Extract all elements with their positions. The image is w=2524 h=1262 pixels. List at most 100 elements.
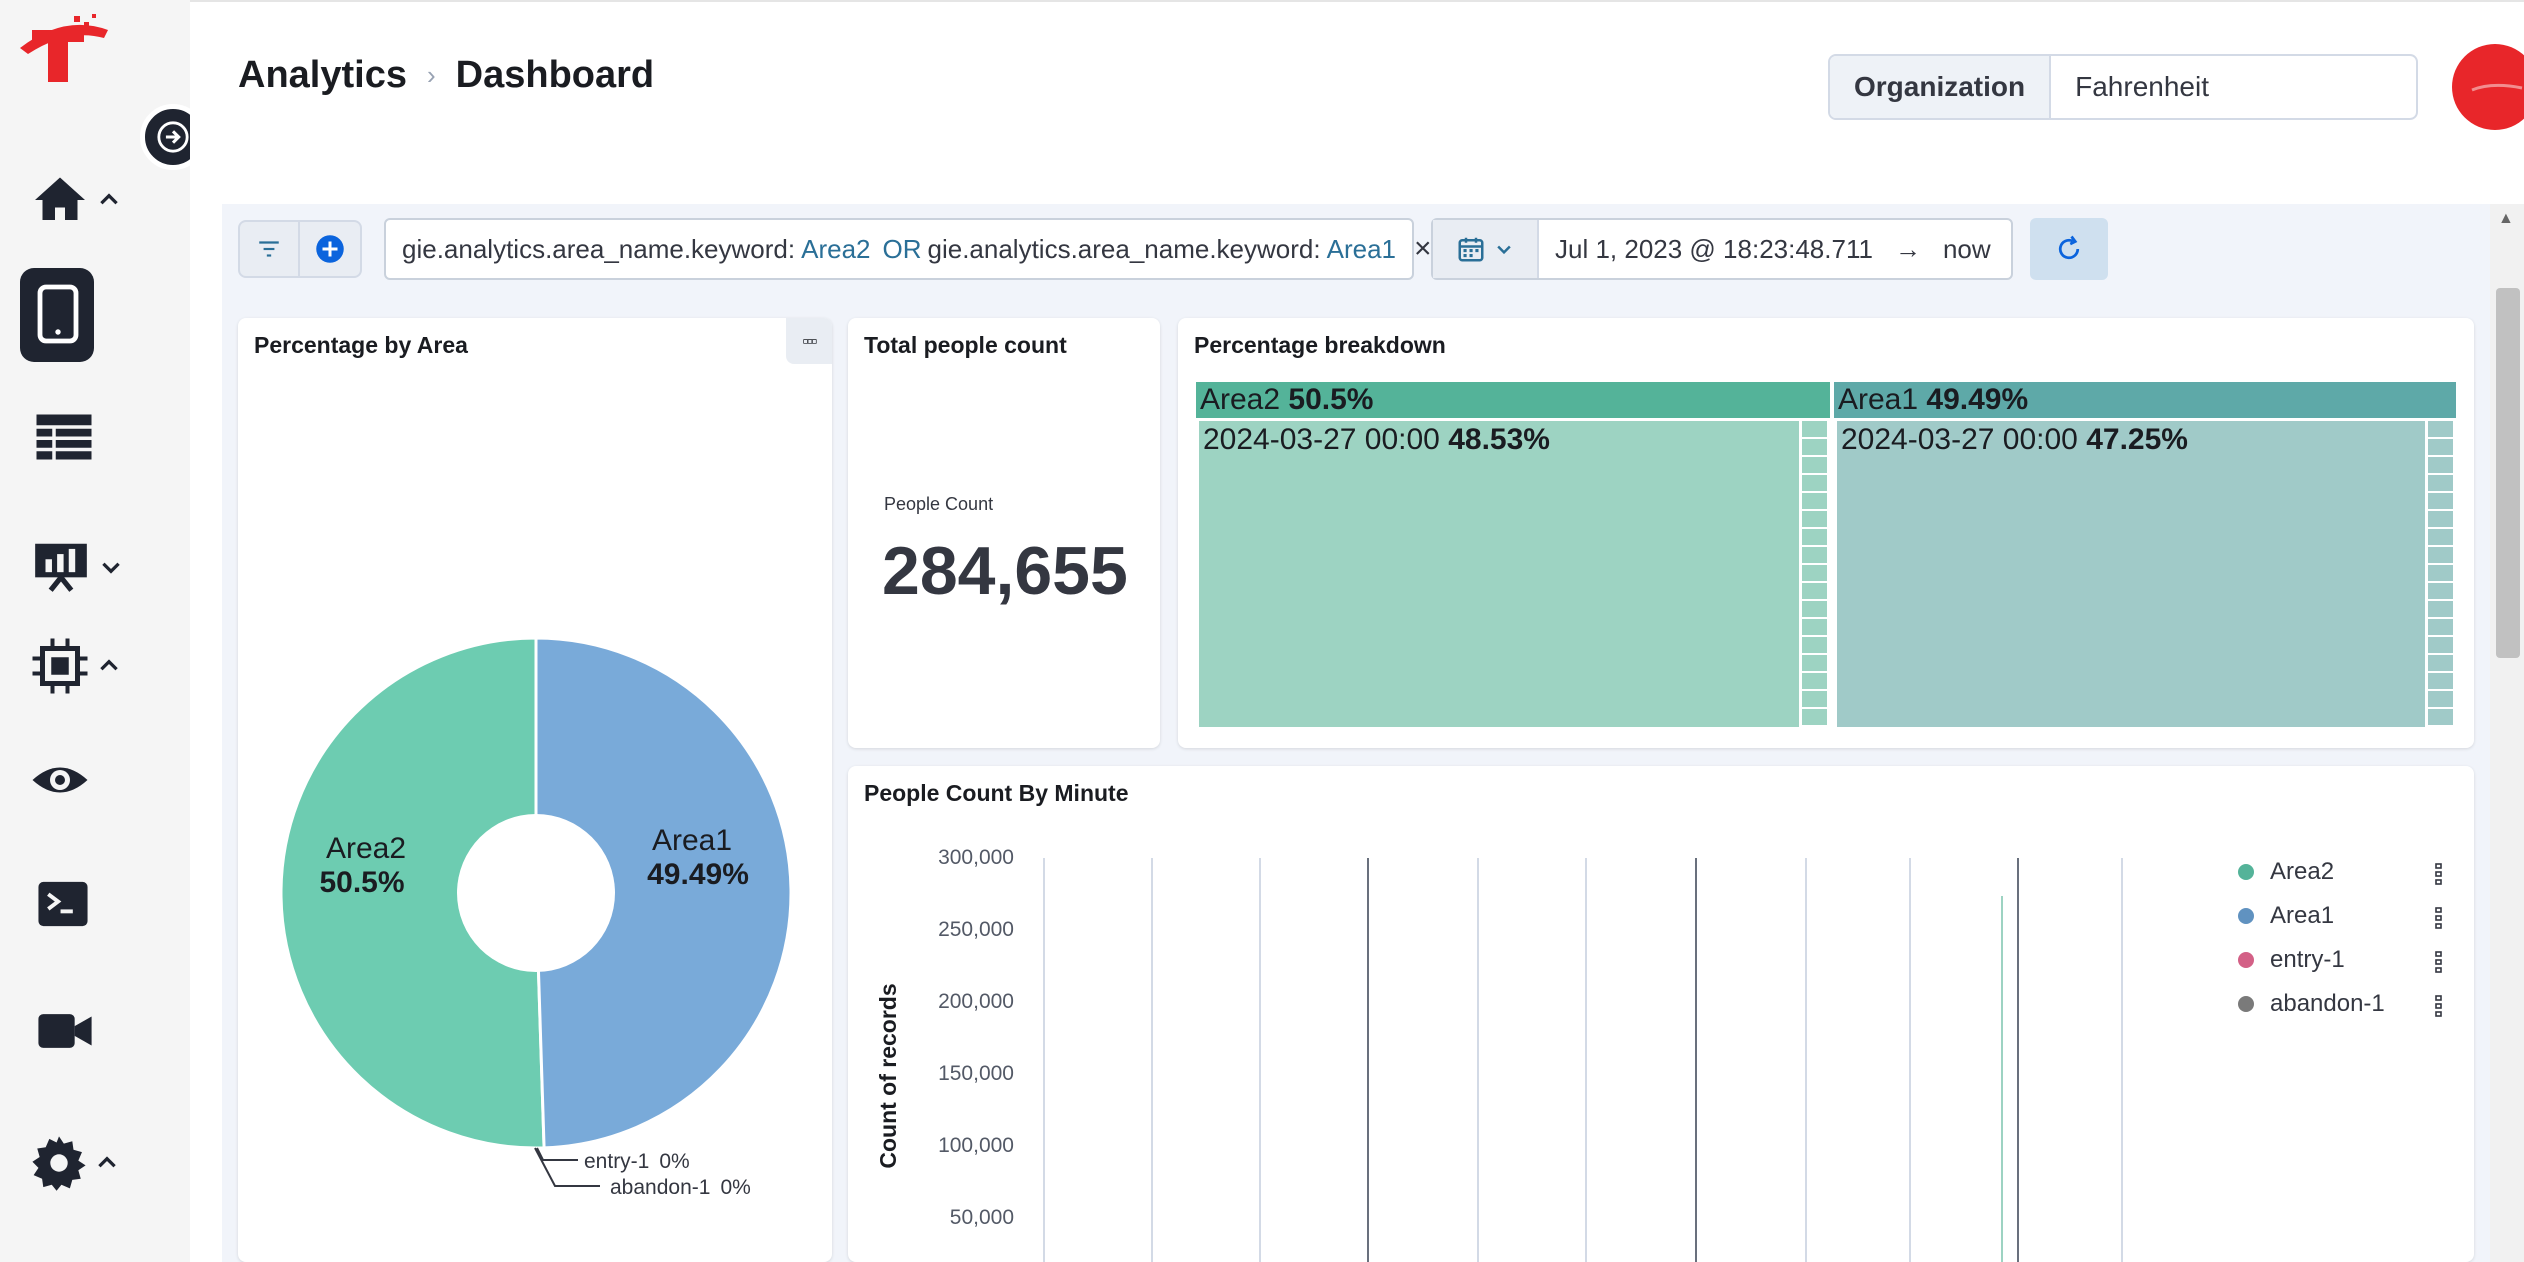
query-field-2: gie.analytics.area_name.keyword: bbox=[927, 233, 1321, 264]
slice-label-area1: Area1 bbox=[652, 824, 732, 857]
date-arrow-icon: → bbox=[1894, 233, 1921, 264]
slice-pct-area2: 50.5% bbox=[319, 866, 404, 899]
chevron-down-icon bbox=[102, 562, 120, 574]
chip-icon bbox=[32, 638, 88, 694]
treemap-cell-area1[interactable]: 2024-03-27 00:00 47.25% bbox=[1837, 421, 2425, 727]
legend-dot-icon bbox=[2238, 908, 2254, 924]
nav-settings[interactable] bbox=[30, 1134, 120, 1192]
filter-controls bbox=[238, 218, 362, 280]
panel-title: Total people count bbox=[864, 332, 1067, 358]
nav-console[interactable] bbox=[36, 878, 90, 930]
treemap-area1-body: 2024-03-27 00:00 47.25% bbox=[1834, 418, 2456, 730]
panel-title: Percentage breakdown bbox=[1194, 332, 1446, 358]
treemap-area2-body: 2024-03-27 00:00 48.53% bbox=[1196, 418, 1830, 730]
filter-options-button[interactable] bbox=[238, 220, 300, 278]
query-value-1: Area2 bbox=[801, 233, 871, 264]
legend-actions-icon[interactable] bbox=[2434, 950, 2444, 974]
scroll-up-arrow-icon[interactable]: ▲ bbox=[2498, 210, 2514, 227]
organization-label: Organization bbox=[1830, 56, 2052, 118]
refresh-icon bbox=[2058, 235, 2080, 260]
legend-item-entry-1[interactable]: entry-1 bbox=[2238, 946, 2345, 974]
treemap-group-area1[interactable]: Area1 49.49% bbox=[1834, 382, 2456, 418]
scrollbar-thumb[interactable] bbox=[2496, 288, 2520, 658]
y-tick: 300,000 bbox=[938, 846, 1014, 869]
chevron-up-icon bbox=[98, 1156, 116, 1168]
legend-item-area1[interactable]: Area1 bbox=[2238, 902, 2334, 930]
terminal-icon bbox=[38, 881, 88, 927]
y-tick: 250,000 bbox=[938, 918, 1014, 941]
brand-logo[interactable] bbox=[12, 8, 116, 93]
people-count-by-minute-panel: People Count By Minute Count of records … bbox=[848, 766, 2474, 1262]
quick-select-button[interactable] bbox=[1433, 220, 1539, 278]
breadcrumb-separator: › bbox=[426, 60, 436, 90]
pie-slice-area2[interactable] bbox=[279, 636, 546, 1150]
panel-options-button[interactable]: ▫▫▫ bbox=[786, 318, 832, 364]
calendar-icon bbox=[1458, 237, 1484, 262]
y-tick: 200,000 bbox=[938, 990, 1014, 1013]
y-tick: 50,000 bbox=[949, 1206, 1014, 1229]
nav-hardware[interactable] bbox=[30, 636, 122, 696]
legend-item-area2[interactable]: Area2 bbox=[2238, 858, 2334, 886]
video-icon bbox=[38, 1014, 92, 1048]
metric-value: 284,655 bbox=[882, 533, 1128, 609]
treemap-cell-area2[interactable]: 2024-03-27 00:00 48.53% bbox=[1199, 421, 1799, 727]
nav-monitor[interactable] bbox=[30, 750, 90, 810]
y-tick: 100,000 bbox=[938, 1134, 1014, 1157]
legend-dot-icon bbox=[2238, 996, 2254, 1012]
organization-selector[interactable]: Organization Fahrenheit bbox=[1828, 54, 2418, 120]
refresh-button[interactable] bbox=[2030, 218, 2108, 280]
avatar[interactable] bbox=[2452, 44, 2524, 130]
treemap-group-area2[interactable]: Area2 50.5% bbox=[1196, 382, 1830, 418]
date-start[interactable]: Jul 1, 2023 @ 18:23:48.711 bbox=[1555, 233, 1873, 264]
nav-reports[interactable] bbox=[30, 536, 124, 598]
metric-label: People Count bbox=[884, 494, 994, 514]
chevron-up-icon bbox=[100, 193, 118, 205]
organization-value[interactable]: Fahrenheit bbox=[2075, 71, 2209, 102]
nav-table[interactable] bbox=[34, 412, 94, 462]
x-major-gridlines bbox=[1367, 858, 2019, 1262]
filter-icon bbox=[259, 241, 279, 257]
slice-pct-area1: 49.49% bbox=[647, 858, 749, 891]
legend-actions-icon[interactable] bbox=[2434, 994, 2444, 1018]
small-label-abandon: abandon-1 0% bbox=[610, 1176, 751, 1199]
x-gridlines bbox=[1043, 858, 2123, 1262]
legend-actions-icon[interactable] bbox=[2434, 862, 2444, 886]
date-end[interactable]: now bbox=[1942, 233, 1991, 264]
query-input[interactable]: gie.analytics.area_name.keyword: Area2 O… bbox=[384, 218, 1432, 280]
y-tick: 150,000 bbox=[938, 1062, 1014, 1085]
query-operator: OR bbox=[882, 233, 922, 264]
leader-line-abandon bbox=[534, 1147, 600, 1187]
page-title: Dashboard bbox=[455, 54, 655, 96]
legend-dot-icon bbox=[2238, 864, 2254, 880]
chevron-down-icon bbox=[1497, 245, 1511, 255]
nav-devices[interactable] bbox=[36, 284, 80, 344]
nav-video[interactable] bbox=[36, 1006, 94, 1056]
legend-dot-icon bbox=[2238, 952, 2254, 968]
pie-chart: Area2 50.5% Area1 49.49% entry-1 0% aband… bbox=[279, 636, 793, 1199]
add-filter-button[interactable] bbox=[300, 220, 362, 278]
total-people-count-panel: Total people count People Count 284,655 bbox=[848, 318, 1160, 748]
legend-item-abandon-1[interactable]: abandon-1 bbox=[2238, 990, 2385, 1018]
treemap-small-cells-area1[interactable] bbox=[2428, 421, 2453, 727]
gear-icon bbox=[32, 1136, 86, 1191]
treemap-small-cells-area2[interactable] bbox=[1802, 421, 1827, 727]
home-icon bbox=[35, 177, 85, 220]
legend-actions-icon[interactable] bbox=[2434, 906, 2444, 930]
pie-slice-area1[interactable] bbox=[534, 636, 793, 1150]
query-field-1: gie.analytics.area_name.keyword: bbox=[402, 233, 796, 264]
panel-title: Percentage by Area bbox=[254, 332, 468, 358]
breadcrumb: Analytics › Dashboard bbox=[238, 54, 654, 97]
clear-query-icon[interactable]: × bbox=[1414, 232, 1432, 265]
panel-title: People Count By Minute bbox=[864, 780, 1129, 806]
leader-line-entry bbox=[536, 1147, 578, 1161]
plus-circle-icon bbox=[316, 235, 344, 263]
slice-label-area2: Area2 bbox=[326, 832, 406, 865]
nav-home[interactable] bbox=[30, 170, 122, 230]
small-label-entry: entry-1 0% bbox=[584, 1150, 690, 1173]
eye-icon bbox=[32, 767, 88, 793]
arrow-right-icon bbox=[157, 121, 189, 153]
line-chart: Count of records bbox=[875, 858, 2123, 1262]
breadcrumb-section[interactable]: Analytics bbox=[238, 54, 407, 96]
query-value-2: Area1 bbox=[1326, 233, 1396, 264]
date-range-picker[interactable]: Jul 1, 2023 @ 18:23:48.711 → now bbox=[1431, 218, 2013, 280]
